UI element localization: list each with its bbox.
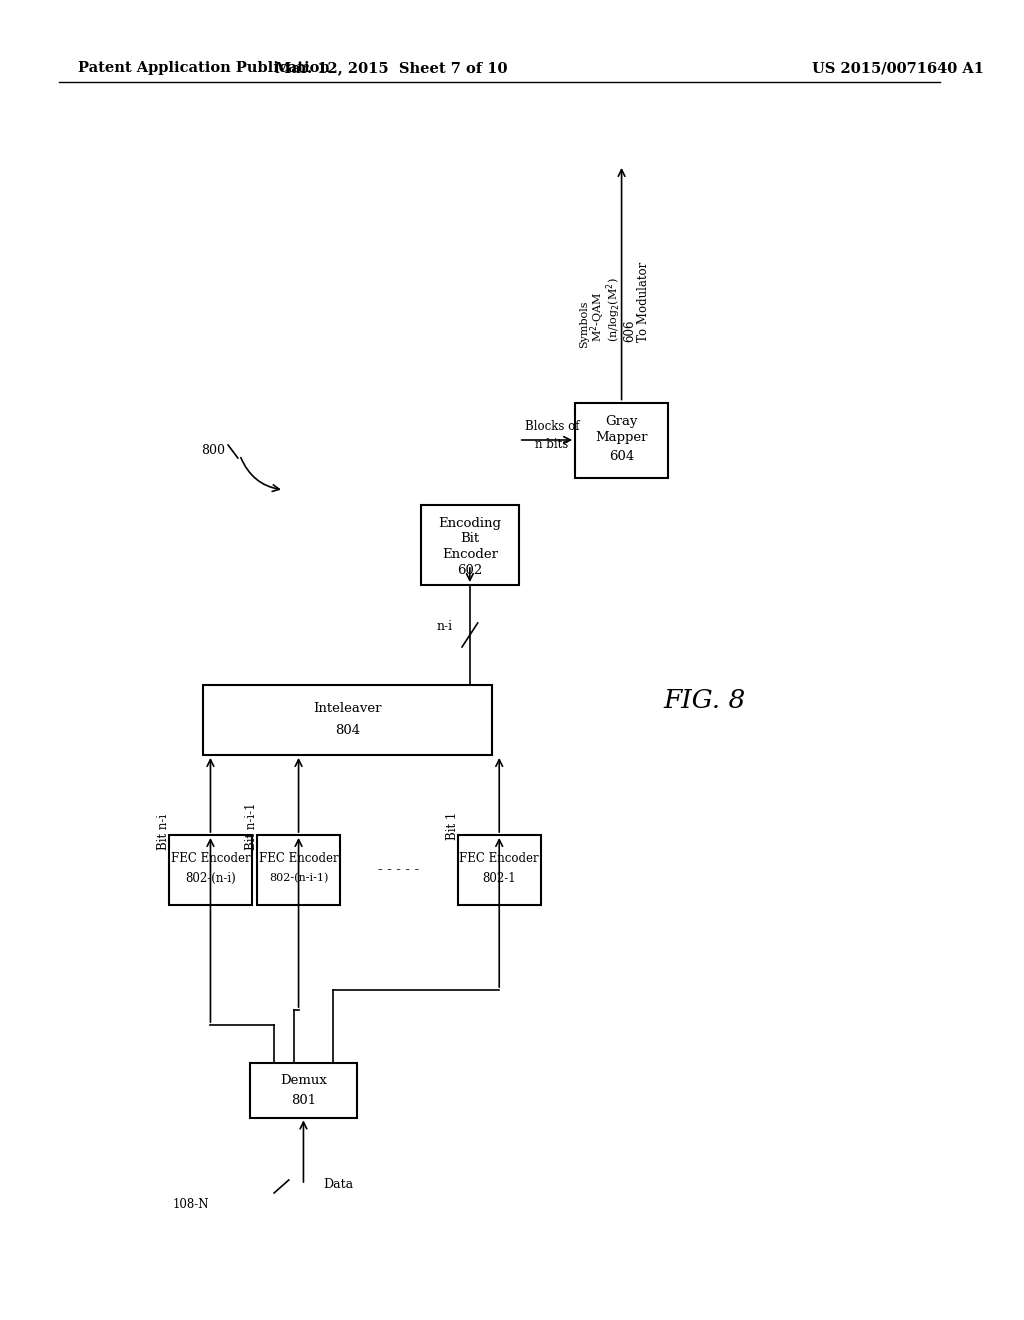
Text: 801: 801	[291, 1093, 316, 1106]
Text: (n/log$_2$(M$^2$): (n/log$_2$(M$^2$)	[604, 279, 623, 342]
Text: - - - - -: - - - - -	[378, 863, 420, 876]
Text: Bit n-i-1: Bit n-i-1	[245, 803, 258, 850]
Text: 802-(n-i): 802-(n-i)	[185, 871, 236, 884]
Text: FEC Encoder: FEC Encoder	[460, 851, 539, 865]
Text: FEC Encoder: FEC Encoder	[171, 851, 250, 865]
Text: 606: 606	[623, 319, 636, 342]
Text: 602: 602	[458, 564, 482, 577]
Text: Symbols: Symbols	[580, 300, 590, 347]
Bar	[421, 506, 519, 585]
Text: n bits: n bits	[536, 437, 568, 450]
Text: US 2015/0071640 A1: US 2015/0071640 A1	[812, 61, 984, 75]
Text: 802-1: 802-1	[482, 871, 516, 884]
Bar	[458, 836, 541, 906]
Bar	[575, 403, 668, 478]
Text: Data: Data	[323, 1179, 353, 1192]
Text: Demux: Demux	[280, 1073, 327, 1086]
Text: Bit 1: Bit 1	[445, 812, 459, 840]
Text: To Modulator: To Modulator	[637, 263, 649, 342]
Text: 108-N: 108-N	[173, 1199, 209, 1212]
Bar	[169, 836, 252, 906]
Bar	[203, 685, 492, 755]
Text: FIG. 8: FIG. 8	[664, 688, 745, 713]
Text: M$^2$-QAM: M$^2$-QAM	[589, 292, 607, 342]
Bar	[257, 836, 340, 906]
Text: Bit n-i: Bit n-i	[157, 814, 170, 850]
Text: Blocks of: Blocks of	[524, 420, 580, 433]
Text: 802-(n-i-1): 802-(n-i-1)	[269, 873, 329, 883]
Text: Inteleaver: Inteleaver	[313, 701, 382, 714]
Text: Patent Application Publication: Patent Application Publication	[78, 61, 331, 75]
Text: Mar. 12, 2015  Sheet 7 of 10: Mar. 12, 2015 Sheet 7 of 10	[275, 61, 508, 75]
Text: Gray: Gray	[605, 416, 638, 429]
Text: Mapper: Mapper	[595, 432, 648, 445]
Text: 804: 804	[335, 723, 360, 737]
Text: 604: 604	[609, 450, 634, 462]
Text: n-i: n-i	[436, 620, 453, 634]
Text: Encoder: Encoder	[441, 548, 498, 561]
Text: Encoding: Encoding	[438, 516, 502, 529]
Text: FEC Encoder: FEC Encoder	[259, 851, 338, 865]
Bar	[250, 1063, 357, 1118]
Text: 800: 800	[201, 444, 225, 457]
Text: Bit: Bit	[461, 532, 479, 545]
